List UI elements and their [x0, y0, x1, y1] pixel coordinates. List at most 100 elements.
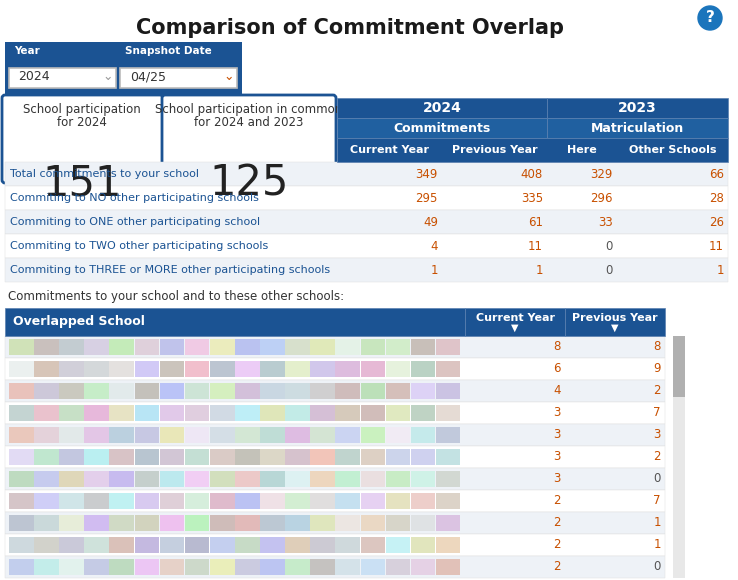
FancyBboxPatch shape [9, 68, 116, 88]
Bar [84, 383, 109, 399]
Bar [109, 449, 134, 465]
Bar [5, 234, 728, 258]
Bar [285, 339, 310, 355]
Bar [159, 471, 184, 487]
Text: 1: 1 [654, 538, 661, 552]
Bar [5, 424, 665, 446]
Text: 2: 2 [654, 385, 661, 397]
Text: 3: 3 [554, 451, 561, 463]
Bar [336, 405, 360, 421]
Bar [9, 515, 34, 531]
Bar [34, 427, 59, 443]
Bar [361, 361, 385, 377]
Bar [411, 361, 435, 377]
Bar [436, 383, 461, 399]
Bar [159, 339, 184, 355]
Bar [386, 361, 410, 377]
Bar [84, 559, 109, 575]
Bar [411, 383, 435, 399]
Bar [311, 537, 335, 553]
Bar [436, 449, 461, 465]
Bar [159, 515, 184, 531]
Text: 1: 1 [654, 517, 661, 530]
Text: Current Year: Current Year [475, 313, 554, 323]
Text: 125: 125 [210, 163, 289, 205]
Text: 33: 33 [599, 216, 613, 229]
Bar [311, 493, 335, 509]
Bar [59, 537, 84, 553]
Bar [210, 361, 235, 377]
Bar [336, 515, 360, 531]
Bar [84, 449, 109, 465]
Bar [159, 361, 184, 377]
Text: 151: 151 [42, 163, 122, 205]
Bar [436, 427, 461, 443]
Text: 2023: 2023 [618, 101, 657, 115]
Bar [159, 383, 184, 399]
Text: 2: 2 [554, 560, 561, 574]
Text: 3: 3 [554, 473, 561, 485]
Bar [34, 471, 59, 487]
Text: School participation in common: School participation in common [156, 103, 342, 116]
Bar [260, 515, 285, 531]
Text: 2: 2 [554, 495, 561, 508]
Bar [361, 471, 385, 487]
Bar [361, 427, 385, 443]
Bar [311, 449, 335, 465]
Text: Previous Year: Previous Year [452, 145, 537, 155]
Bar [184, 559, 210, 575]
Bar [59, 383, 84, 399]
Bar [84, 361, 109, 377]
Bar [9, 471, 34, 487]
Bar [34, 361, 59, 377]
Text: 7: 7 [654, 407, 661, 419]
Bar [5, 490, 665, 512]
Bar [184, 537, 210, 553]
Bar [159, 559, 184, 575]
Bar [235, 427, 260, 443]
Bar [235, 449, 260, 465]
Text: 9: 9 [654, 362, 661, 375]
Bar [235, 471, 260, 487]
Bar [285, 383, 310, 399]
Text: 4: 4 [554, 385, 561, 397]
Bar [361, 449, 385, 465]
Bar [5, 186, 728, 210]
Text: 66: 66 [709, 168, 724, 180]
Bar [5, 446, 665, 468]
Text: School participation: School participation [23, 103, 141, 116]
Text: 1: 1 [430, 263, 438, 277]
Bar [210, 559, 235, 575]
Text: 49: 49 [423, 216, 438, 229]
Bar [285, 405, 310, 421]
Bar [336, 361, 360, 377]
Bar [9, 427, 34, 443]
Text: 0: 0 [606, 263, 613, 277]
Text: 2024: 2024 [18, 71, 49, 84]
Bar [109, 471, 134, 487]
Bar [436, 339, 461, 355]
Bar [5, 210, 728, 234]
Text: for 2024 and 2023: for 2024 and 2023 [194, 116, 304, 129]
Bar [134, 493, 159, 509]
Text: 0: 0 [606, 240, 613, 252]
Bar [184, 449, 210, 465]
Bar [260, 471, 285, 487]
Bar [336, 427, 360, 443]
Bar [285, 559, 310, 575]
Text: Total commitments to your school: Total commitments to your school [10, 169, 199, 179]
Bar [337, 98, 547, 118]
Bar [184, 515, 210, 531]
Text: Overlapped School: Overlapped School [13, 316, 145, 328]
Bar [134, 559, 159, 575]
Bar [235, 515, 260, 531]
Text: 2024: 2024 [423, 101, 461, 115]
Bar [336, 383, 360, 399]
Text: 7: 7 [654, 495, 661, 508]
Text: 329: 329 [590, 168, 613, 180]
Bar [109, 383, 134, 399]
Bar [9, 339, 34, 355]
Bar [84, 405, 109, 421]
Bar [210, 515, 235, 531]
Bar [361, 537, 385, 553]
